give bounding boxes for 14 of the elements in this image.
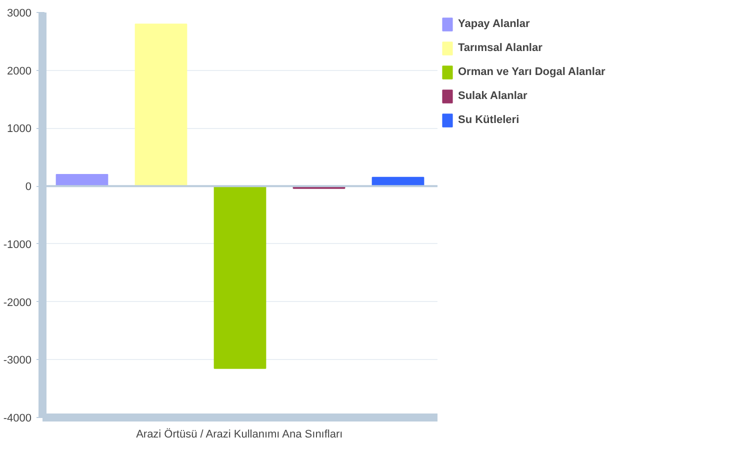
y-tick-label: -2000 bbox=[3, 296, 32, 309]
y-tick-label: -4000 bbox=[3, 412, 32, 424]
y-tick-label: 2000 bbox=[7, 65, 32, 78]
legend-label: Tarımsal Alanlar bbox=[458, 42, 542, 54]
legend-label: Yapay Alanlar bbox=[458, 18, 530, 30]
y-tick-label: -3000 bbox=[3, 354, 32, 367]
y-tick-label: -1000 bbox=[3, 238, 32, 251]
y-tick-label: 3000 bbox=[7, 8, 32, 20]
x-axis-title: Arazi Örtüsü / Arazi Kullanımı Ana Sınıfları bbox=[136, 428, 343, 440]
legend-label: Sulak Alanlar bbox=[458, 90, 528, 102]
y-tick-label: 0 bbox=[25, 181, 32, 194]
legend-label: Su Kütleleri bbox=[458, 114, 520, 126]
y-tick-label: 1000 bbox=[7, 123, 32, 136]
legend-label: Orman ve Yarı Dogal Alanlar bbox=[458, 66, 606, 78]
